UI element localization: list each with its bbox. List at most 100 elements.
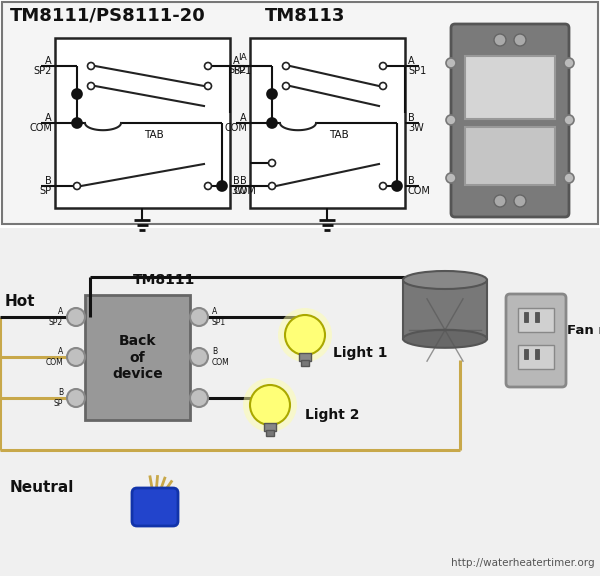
- Text: B
COM: B COM: [212, 347, 230, 367]
- Text: Light 2: Light 2: [305, 408, 359, 422]
- Bar: [535, 349, 539, 359]
- Text: B: B: [240, 176, 247, 186]
- Circle shape: [392, 181, 402, 191]
- Text: A: A: [241, 113, 247, 123]
- Circle shape: [267, 118, 277, 128]
- Text: A
SP1: A SP1: [212, 308, 226, 327]
- Circle shape: [564, 115, 574, 125]
- Bar: [0, 228, 600, 576]
- Circle shape: [494, 195, 506, 207]
- Circle shape: [88, 82, 95, 89]
- Bar: [299, 353, 311, 361]
- Text: A
COM: A COM: [45, 347, 63, 367]
- Text: SP1: SP1: [408, 66, 426, 76]
- Circle shape: [564, 173, 574, 183]
- Text: 3W: 3W: [231, 186, 247, 196]
- Bar: [85, 295, 190, 420]
- Circle shape: [283, 82, 290, 89]
- Circle shape: [564, 58, 574, 68]
- Circle shape: [205, 82, 212, 89]
- Circle shape: [380, 82, 386, 89]
- Circle shape: [190, 348, 208, 366]
- Circle shape: [446, 58, 456, 68]
- Circle shape: [269, 160, 275, 166]
- FancyBboxPatch shape: [451, 24, 569, 217]
- Circle shape: [267, 89, 277, 99]
- Circle shape: [269, 183, 275, 190]
- Circle shape: [72, 118, 82, 128]
- Circle shape: [250, 385, 290, 425]
- Text: A: A: [46, 56, 52, 66]
- Bar: [2, 2, 598, 224]
- Text: B: B: [233, 176, 240, 186]
- Text: COM: COM: [224, 123, 247, 133]
- Text: B: B: [45, 176, 52, 186]
- Text: Light 1: Light 1: [333, 346, 388, 360]
- Text: TM8113: TM8113: [265, 7, 346, 25]
- Bar: [535, 312, 539, 322]
- Text: A
SP2: A SP2: [49, 308, 63, 327]
- Text: TAB: TAB: [329, 130, 349, 140]
- Circle shape: [205, 63, 212, 70]
- Text: TM8111/PS8111-20: TM8111/PS8111-20: [10, 7, 206, 25]
- Ellipse shape: [403, 271, 487, 289]
- Bar: [266, 430, 274, 436]
- Text: Back
of
device: Back of device: [112, 334, 163, 381]
- Text: A: A: [408, 56, 415, 66]
- FancyBboxPatch shape: [506, 294, 566, 387]
- Text: COM: COM: [233, 186, 256, 196]
- Circle shape: [74, 183, 80, 190]
- Circle shape: [205, 183, 212, 190]
- Text: IA: IA: [238, 54, 247, 63]
- Circle shape: [380, 183, 386, 190]
- Bar: [524, 349, 528, 359]
- Bar: [264, 423, 276, 431]
- Circle shape: [285, 315, 325, 355]
- Text: TAB: TAB: [143, 130, 163, 140]
- Bar: [518, 308, 554, 332]
- Text: SP1: SP1: [233, 66, 251, 76]
- Ellipse shape: [403, 330, 487, 348]
- Text: Hot: Hot: [5, 294, 35, 309]
- Bar: [465, 56, 555, 119]
- Bar: [55, 38, 230, 208]
- Bar: [524, 312, 528, 322]
- Circle shape: [514, 195, 526, 207]
- Circle shape: [67, 389, 85, 407]
- Text: Neutral: Neutral: [10, 480, 74, 495]
- Text: COM: COM: [408, 186, 431, 196]
- Circle shape: [278, 308, 332, 362]
- Circle shape: [494, 34, 506, 46]
- Circle shape: [446, 115, 456, 125]
- Bar: [403, 280, 487, 339]
- Text: B: B: [408, 113, 415, 123]
- Text: http://waterheatertimer.org: http://waterheatertimer.org: [451, 558, 595, 568]
- Text: SP2: SP2: [34, 66, 52, 76]
- Circle shape: [283, 63, 290, 70]
- Circle shape: [190, 389, 208, 407]
- Text: 3W: 3W: [408, 123, 424, 133]
- Circle shape: [217, 181, 227, 191]
- Bar: [301, 360, 309, 366]
- Text: TM8111: TM8111: [133, 273, 195, 287]
- Text: COM: COM: [29, 123, 52, 133]
- Text: Fan motor or Outlet: Fan motor or Outlet: [567, 324, 600, 336]
- Text: B: B: [408, 176, 415, 186]
- Text: A: A: [46, 113, 52, 123]
- Text: SP2: SP2: [229, 65, 247, 75]
- Circle shape: [88, 63, 95, 70]
- Text: A: A: [233, 56, 239, 66]
- Circle shape: [243, 378, 297, 432]
- Bar: [465, 127, 555, 185]
- Circle shape: [446, 173, 456, 183]
- Circle shape: [380, 63, 386, 70]
- Bar: [250, 38, 405, 208]
- Text: B
SP: B SP: [53, 388, 63, 408]
- Text: SP: SP: [40, 186, 52, 196]
- Circle shape: [72, 89, 82, 99]
- Circle shape: [190, 308, 208, 326]
- Circle shape: [67, 348, 85, 366]
- FancyBboxPatch shape: [132, 488, 178, 526]
- Circle shape: [514, 34, 526, 46]
- Circle shape: [67, 308, 85, 326]
